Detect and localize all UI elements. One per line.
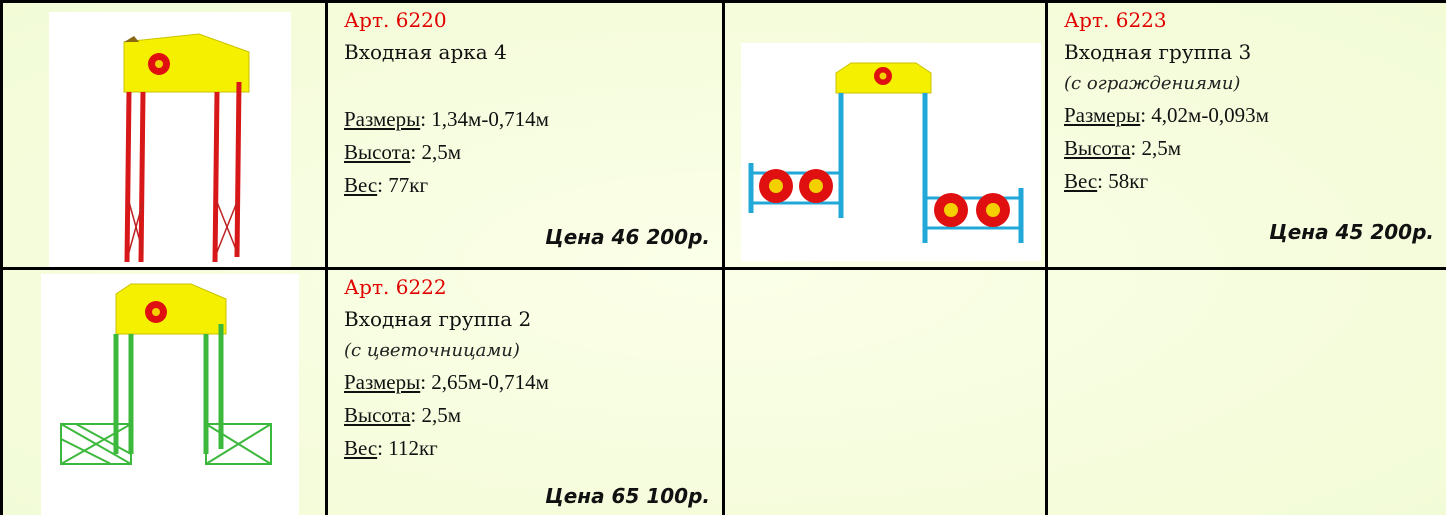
spec: Размеры: 1,34м-0,714м bbox=[344, 103, 710, 136]
spec-value: : 4,02м-0,093м bbox=[1140, 103, 1269, 127]
spec-value: : 77кг bbox=[377, 173, 429, 197]
spec-value: : 2,5м bbox=[410, 403, 462, 427]
product-note: (с цветочницами) bbox=[344, 340, 520, 361]
row: Арт. 6222 Входная группа 2 (с цветочница… bbox=[0, 267, 1446, 515]
product-info: Арт. 6220 Входная арка 4 Размеры: 1,34м-… bbox=[328, 3, 722, 261]
article: Арт. 6220 bbox=[344, 8, 447, 32]
spec: Вес: 77кг bbox=[344, 169, 710, 202]
product-name: Входная группа 2 bbox=[344, 307, 532, 331]
spec-label: Размеры bbox=[1064, 103, 1141, 127]
spec: Вес: 112кг bbox=[344, 432, 710, 465]
article: Арт. 6222 bbox=[344, 275, 447, 299]
product-name: Входная группа 3 bbox=[1064, 40, 1252, 64]
article: Арт. 6223 bbox=[1064, 8, 1167, 32]
spec-label: Размеры bbox=[344, 107, 421, 131]
product-info: Арт. 6222 Входная группа 2 (с цветочница… bbox=[328, 270, 722, 515]
product-name: Входная арка 4 bbox=[344, 40, 507, 64]
spec-label: Размеры bbox=[344, 370, 421, 394]
spec-value: : 2,5м bbox=[1130, 136, 1182, 160]
product-cell: Арт. 6223 Входная группа 3 (с ограждения… bbox=[1045, 0, 1446, 270]
spec-label: Высота bbox=[1064, 136, 1131, 160]
product-image bbox=[41, 274, 299, 515]
spec-value: : 1,34м-0,714м bbox=[420, 107, 549, 131]
price: Цена 46 200р. bbox=[545, 225, 710, 249]
spec: Высота: 2,5м bbox=[344, 399, 710, 432]
spec-value: : 2,65м-0,714м bbox=[420, 370, 549, 394]
image-cell bbox=[0, 0, 328, 270]
spec: Вес: 58кг bbox=[1064, 165, 1434, 198]
price: Цена 45 200р. bbox=[1269, 220, 1434, 244]
image-cell bbox=[722, 0, 1048, 270]
empty-cell bbox=[1045, 267, 1446, 515]
spec-value: : 112кг bbox=[377, 436, 438, 460]
row: Арт. 6220 Входная арка 4 Размеры: 1,34м-… bbox=[0, 0, 1446, 270]
spec-value: : 58кг bbox=[1097, 169, 1149, 193]
product-cell: Арт. 6222 Входная группа 2 (с цветочница… bbox=[325, 267, 725, 515]
spec-label: Вес bbox=[344, 436, 378, 460]
product-note: (с ограждениями) bbox=[1064, 73, 1241, 94]
price: Цена 65 100р. bbox=[545, 484, 710, 508]
spec: Высота: 2,5м bbox=[344, 136, 710, 169]
spec: Размеры: 4,02м-0,093м bbox=[1064, 99, 1434, 132]
spec-label: Вес bbox=[344, 173, 378, 197]
empty-cell bbox=[722, 267, 1048, 515]
spec-label: Вес bbox=[1064, 169, 1098, 193]
product-image bbox=[741, 43, 1041, 261]
spec-label: Высота bbox=[344, 140, 411, 164]
spec: Высота: 2,5м bbox=[1064, 132, 1434, 165]
product-cell: Арт. 6220 Входная арка 4 Размеры: 1,34м-… bbox=[325, 0, 725, 270]
spec-label: Высота bbox=[344, 403, 411, 427]
image-cell bbox=[0, 267, 328, 515]
spec-value: : 2,5м bbox=[410, 140, 462, 164]
product-image bbox=[49, 12, 291, 267]
spacer bbox=[344, 69, 710, 103]
spec: Размеры: 2,65м-0,714м bbox=[344, 366, 710, 399]
product-info: Арт. 6223 Входная группа 3 (с ограждения… bbox=[1048, 3, 1446, 261]
